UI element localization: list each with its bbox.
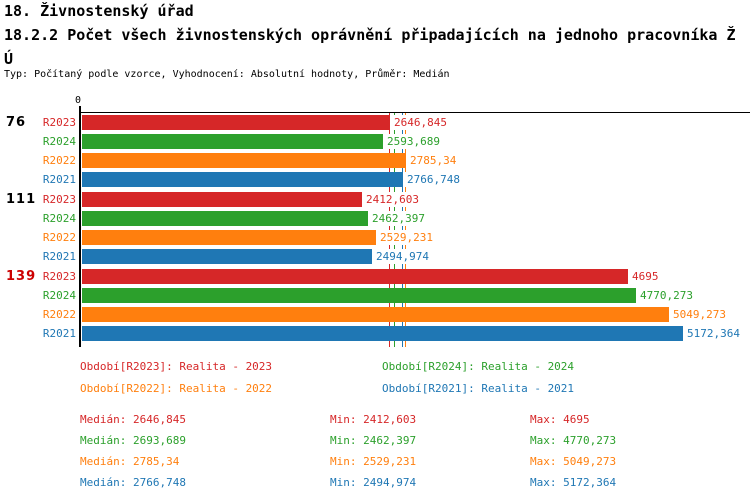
bar-row: R2021 2766,748 xyxy=(0,172,750,187)
stat-median: Medián: 2646,845 xyxy=(80,413,186,426)
stat-min: Min: 2494,974 xyxy=(330,476,417,489)
bar-row: R2022 2785,34 xyxy=(0,153,750,168)
bar xyxy=(82,249,372,264)
stat-median: Medián: 2766,748 xyxy=(80,476,186,489)
bar-row: R2022 5049,273 xyxy=(0,307,750,322)
bar-value-label: 2646,845 xyxy=(392,115,449,130)
bar-value-label: 2785,34 xyxy=(408,153,459,168)
bar-chart: 0 76 R2023 2646,845 R2024 2593,689 R2022… xyxy=(0,95,750,347)
series-label: R2024 xyxy=(42,289,76,302)
bar xyxy=(82,211,368,226)
series-label: R2022 xyxy=(42,231,76,244)
bar-row: R2023 2412,603 xyxy=(0,192,750,207)
bar-row: R2022 2529,231 xyxy=(0,230,750,245)
bar-value-label: 5049,273 xyxy=(671,307,728,322)
legend: Období[R2023]: Realita - 2023 Období[R20… xyxy=(80,361,574,395)
bar xyxy=(82,307,669,322)
stat-min: Min: 2412,603 xyxy=(330,413,417,426)
bar-row: R2023 2646,845 xyxy=(0,115,750,130)
chart-subtitle-line2: Ú xyxy=(4,50,14,68)
y-axis-line xyxy=(79,106,81,347)
bar-row: R2023 4695 xyxy=(0,269,750,284)
series-label: R2024 xyxy=(42,212,76,225)
stat-min: Min: 2529,231 xyxy=(330,455,417,468)
stat-max: Max: 4695 xyxy=(530,413,590,426)
stat-max: Max: 5172,364 xyxy=(530,476,617,489)
chart-meta: Typ: Počítaný podle vzorce, Vyhodnocení:… xyxy=(4,69,450,80)
bar xyxy=(82,230,376,245)
bar xyxy=(82,326,683,341)
bar xyxy=(82,115,390,130)
x-axis-line xyxy=(80,112,750,113)
bar-value-label: 2529,231 xyxy=(378,230,435,245)
x-axis-origin-label: 0 xyxy=(74,95,82,106)
series-label: R2024 xyxy=(42,135,76,148)
bar xyxy=(82,288,636,303)
group-label: 139 xyxy=(6,269,37,284)
bar-value-label: 4770,273 xyxy=(638,288,695,303)
series-label: R2023 xyxy=(42,193,76,206)
chart-subtitle-line1: 18.2.2 Počet všech živnostenských oprávn… xyxy=(4,26,736,44)
group-label: 111 xyxy=(6,192,37,207)
series-label: R2021 xyxy=(42,327,76,340)
bar-row: R2024 4770,273 xyxy=(0,288,750,303)
bar xyxy=(82,172,403,187)
bar-value-label: 5172,364 xyxy=(685,326,742,341)
stat-max: Max: 4770,273 xyxy=(530,434,617,447)
legend-item-r2024: Období[R2024]: Realita - 2024 xyxy=(382,360,575,373)
legend-item-r2022: Období[R2022]: Realita - 2022 xyxy=(80,382,273,395)
bar-value-label: 2766,748 xyxy=(405,172,462,187)
bar xyxy=(82,269,628,284)
bar-value-label: 2412,603 xyxy=(364,192,421,207)
page-title: 18. Živnostenský úřad xyxy=(4,2,194,20)
bar-row: R2021 2494,974 xyxy=(0,249,750,264)
group-label: 76 xyxy=(6,115,27,130)
bar xyxy=(82,153,406,168)
bar-value-label: 4695 xyxy=(630,269,661,284)
stat-min: Min: 2462,397 xyxy=(330,434,417,447)
bar-value-label: 2494,974 xyxy=(374,249,431,264)
series-label: R2022 xyxy=(42,154,76,167)
series-label: R2022 xyxy=(42,308,76,321)
bar-row: R2024 2462,397 xyxy=(0,211,750,226)
legend-item-r2021: Období[R2021]: Realita - 2021 xyxy=(382,382,575,395)
bar-row: R2024 2593,689 xyxy=(0,134,750,149)
series-label: R2021 xyxy=(42,173,76,186)
legend-item-r2023: Období[R2023]: Realita - 2023 xyxy=(80,360,273,373)
stat-median: Medián: 2785,34 xyxy=(80,455,180,468)
series-label: R2023 xyxy=(42,116,76,129)
bar-row: R2021 5172,364 xyxy=(0,326,750,341)
bar xyxy=(82,192,362,207)
bar xyxy=(82,134,383,149)
stat-max: Max: 5049,273 xyxy=(530,455,617,468)
series-label: R2021 xyxy=(42,250,76,263)
series-label: R2023 xyxy=(42,270,76,283)
bar-value-label: 2462,397 xyxy=(370,211,427,226)
bar-value-label: 2593,689 xyxy=(385,134,442,149)
stat-median: Medián: 2693,689 xyxy=(80,434,186,447)
statistics-table: Medián: 2646,845 Min: 2412,603 Max: 4695… xyxy=(80,413,616,489)
